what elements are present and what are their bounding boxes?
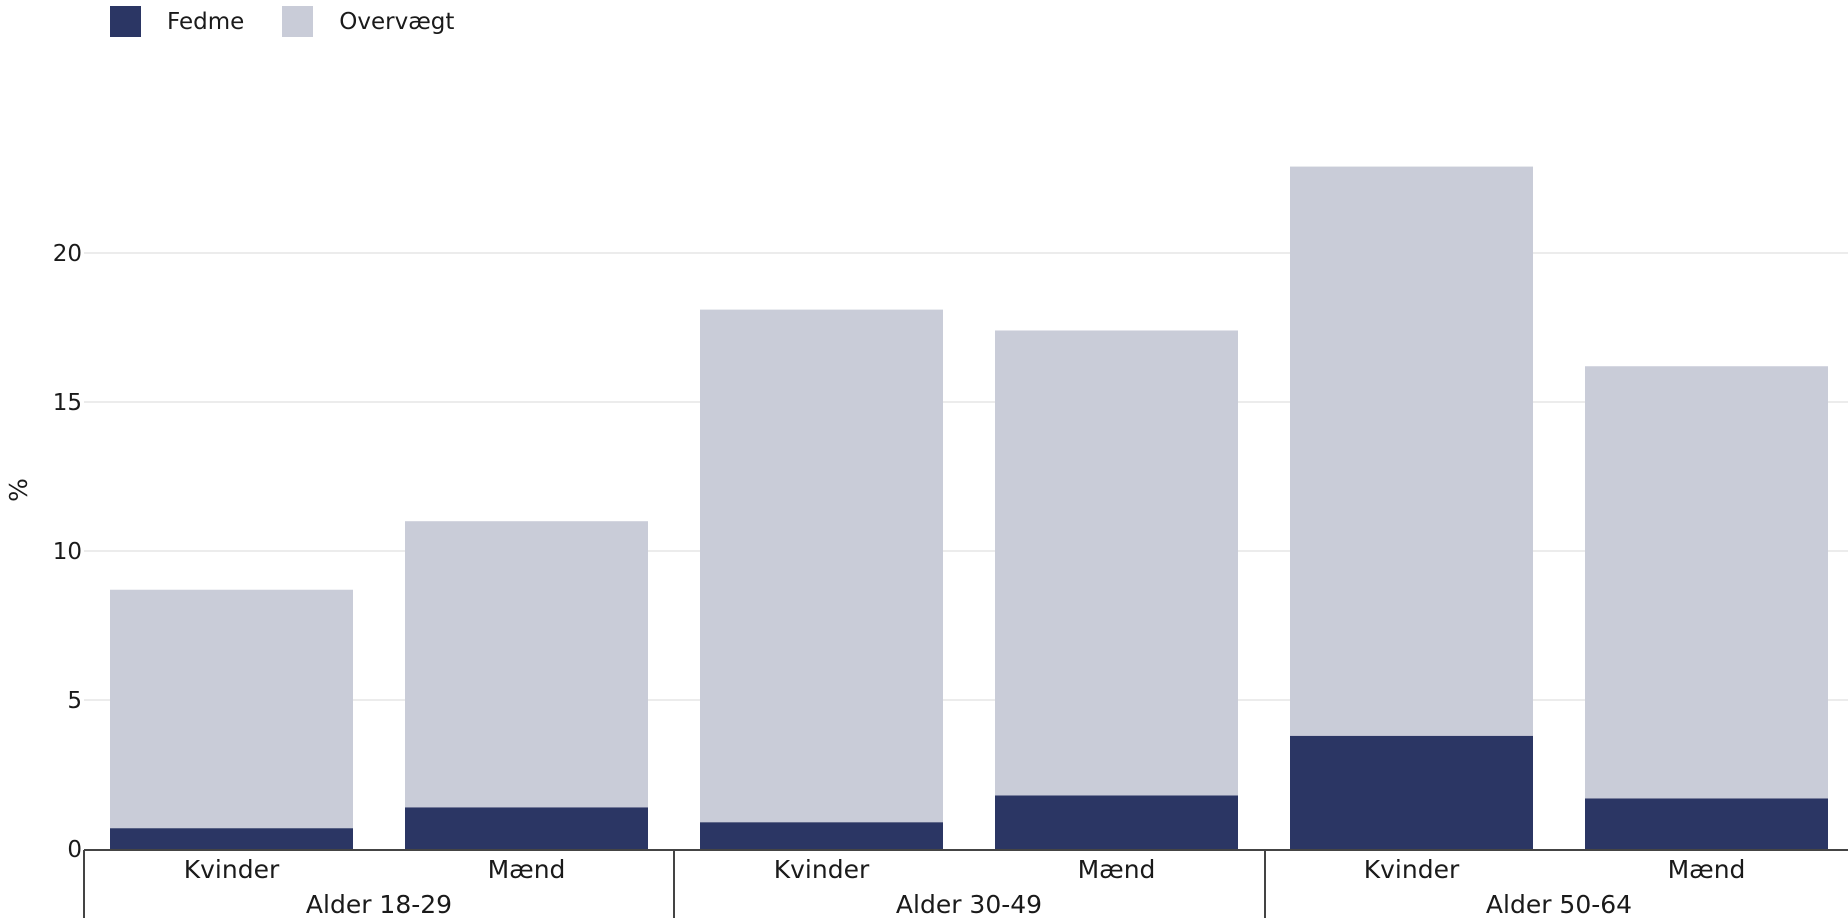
y-tick-label: 0 [67,837,82,863]
bar-overvaegt-1 [405,521,648,808]
bar-fedme-0 [110,828,353,849]
legend-item-fedme[interactable]: Fedme [110,6,244,37]
category-label: Mænd [488,855,566,884]
bar-fedme-2 [700,822,943,849]
y-tick-label: 10 [53,539,82,565]
bar-fedme-3 [995,795,1238,849]
category-label: Mænd [1078,855,1156,884]
category-label: Mænd [1668,855,1746,884]
category-label: Kvinder [1364,855,1460,884]
y-tick-label: 20 [53,241,82,267]
y-tick-label: 15 [53,390,82,416]
legend-item-overvaegt[interactable]: Overvægt [282,6,454,37]
bar-fedme-1 [405,807,648,849]
legend-swatch-overvaegt [282,6,314,37]
y-tick-label: 5 [67,688,82,714]
bar-overvaegt-2 [700,309,943,823]
bar-overvaegt-4 [1290,166,1533,736]
legend-label-overvaegt: Overvægt [339,8,455,35]
bar-overvaegt-3 [995,330,1238,796]
group-label: Alder 30-49 [896,890,1042,918]
legend-label-fedme: Fedme [167,8,245,35]
bar-fedme-5 [1585,798,1828,849]
category-label: Kvinder [184,855,280,884]
y-axis-title: % [4,478,33,502]
category-label: Kvinder [774,855,870,884]
group-label: Alder 18-29 [306,890,452,918]
bar-overvaegt-0 [110,589,353,829]
legend-swatch-fedme [110,6,141,37]
bar-fedme-4 [1290,735,1533,849]
bar-overvaegt-5 [1585,366,1828,799]
group-label: Alder 50-64 [1486,890,1632,918]
chart-legend: Fedme Overvægt [110,6,492,37]
